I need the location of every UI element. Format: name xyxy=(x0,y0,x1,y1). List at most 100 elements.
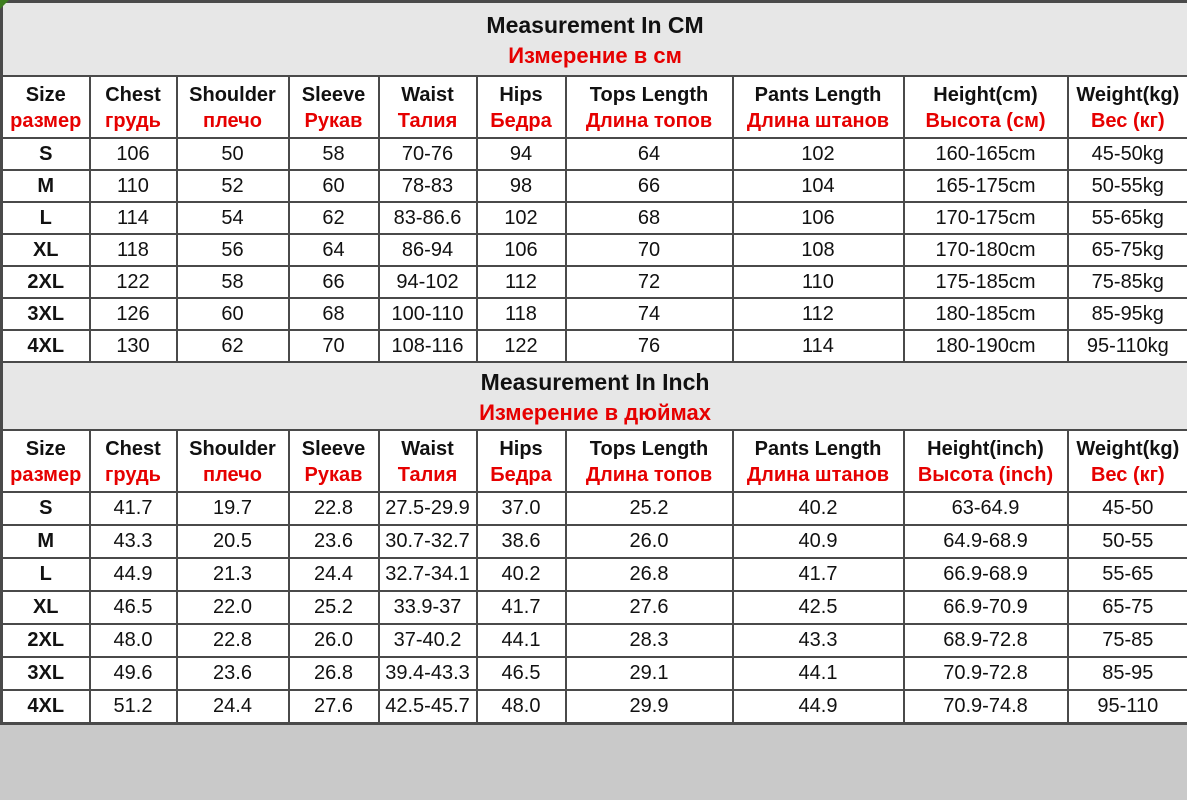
measurement-cell: 106 xyxy=(88,137,178,171)
column-header-ru: плечо xyxy=(203,464,262,486)
column-header-en: Height(cm) xyxy=(933,84,1038,106)
size-label: 2XL xyxy=(0,265,91,299)
column-header-ru: Бедра xyxy=(490,110,552,132)
measurement-cell: 26.0 xyxy=(287,623,380,658)
size-label: 3XL xyxy=(0,656,91,691)
column-header-en: Tops Length xyxy=(589,438,709,460)
table-row: 4XL 51.2 24.4 27.6 42.5-45.7 48.0 29.9 44.9 70.9… xyxy=(0,689,1187,724)
corner-marker-icon xyxy=(0,0,9,9)
column-header-en: Weight(kg) xyxy=(1076,84,1180,106)
table-row: L 44.9 21.3 24.4 32.7-34.1 40.2 26.8 41.7 66.9-6… xyxy=(0,557,1187,592)
measurement-cell: 98 xyxy=(475,169,567,203)
measurement-cell: 118 xyxy=(88,233,178,267)
size-chart-table: Measurement In CM Измерение в см Size раз… xyxy=(0,0,1187,725)
column-header-ru: Вес (кг) xyxy=(1090,464,1165,486)
measurement-cell: 114 xyxy=(731,329,905,363)
column-header: Shoulder плечо xyxy=(175,75,290,139)
table-row: L 114 54 62 83-86.6 102 68 106 170-175cm 55-65kg xyxy=(0,201,1187,235)
measurement-cell: 108 xyxy=(731,233,905,267)
column-header-ru: Длина топов xyxy=(585,110,713,132)
column-header-en: Hips xyxy=(499,84,543,106)
column-header-en: Pants Length xyxy=(754,438,882,460)
measurement-cell: 74 xyxy=(564,297,734,331)
measurement-cell: 55-65 xyxy=(1066,557,1187,592)
column-header-ru: размер xyxy=(10,110,82,132)
size-label: XL xyxy=(0,590,91,625)
column-header: Pants Length Длина штанов xyxy=(731,75,905,139)
size-label: 2XL xyxy=(0,623,91,658)
table-row: XL 118 56 64 86-94 106 70 108 170-180cm 65-75kg xyxy=(0,233,1187,267)
size-label: M xyxy=(0,169,91,203)
measurement-cell: 58 xyxy=(175,265,290,299)
measurement-cell: 72 xyxy=(564,265,734,299)
measurement-cell: 70.9-72.8 xyxy=(902,656,1069,691)
measurement-cell: 26.8 xyxy=(564,557,734,592)
measurement-cell: 102 xyxy=(475,201,567,235)
column-header: Waist Талия xyxy=(377,429,478,493)
column-header: Chest грудь xyxy=(88,429,178,493)
column-header-ru: Рукав xyxy=(304,464,363,486)
measurement-cell: 19.7 xyxy=(175,491,290,526)
measurement-cell: 38.6 xyxy=(475,524,567,559)
table-row: 4XL 130 62 70 108-116 122 76 114 180-190cm 95-110… xyxy=(0,329,1187,363)
measurement-cell: 55-65kg xyxy=(1066,201,1187,235)
measurement-cell: 27.5-29.9 xyxy=(377,491,478,526)
column-header-ru: грудь xyxy=(105,110,161,132)
column-header-ru: грудь xyxy=(105,464,161,486)
column-header-ru: Талия xyxy=(397,110,458,132)
size-label: S xyxy=(0,491,91,526)
measurement-cell: 64.9-68.9 xyxy=(902,524,1069,559)
measurement-cell: 85-95kg xyxy=(1066,297,1187,331)
measurement-cell: 165-175cm xyxy=(902,169,1069,203)
measurement-cell: 170-180cm xyxy=(902,233,1069,267)
measurement-cell: 28.3 xyxy=(564,623,734,658)
column-header-en: Waist xyxy=(401,84,454,106)
measurement-cell: 27.6 xyxy=(287,689,380,724)
measurement-cell: 44.9 xyxy=(88,557,178,592)
measurement-cell: 110 xyxy=(88,169,178,203)
measurement-cell: 50 xyxy=(175,137,290,171)
measurement-cell: 64 xyxy=(287,233,380,267)
measurement-cell: 68 xyxy=(287,297,380,331)
measurement-cell: 50-55 xyxy=(1066,524,1187,559)
column-header-en: Sleeve xyxy=(301,438,366,460)
measurement-cell: 48.0 xyxy=(88,623,178,658)
measurement-cell: 85-95 xyxy=(1066,656,1187,691)
column-header-ru: плечо xyxy=(203,110,262,132)
measurement-cell: 41.7 xyxy=(475,590,567,625)
column-header: Tops Length Длина топов xyxy=(564,429,734,493)
column-header-ru: Высота (inch) xyxy=(917,464,1054,486)
measurement-cell: 23.6 xyxy=(287,524,380,559)
measurement-cell: 95-110 xyxy=(1066,689,1187,724)
measurement-cell: 180-190cm xyxy=(902,329,1069,363)
column-header: Size размер xyxy=(0,429,91,493)
measurement-cell: 44.1 xyxy=(475,623,567,658)
measurement-cell: 43.3 xyxy=(88,524,178,559)
measurement-cell: 24.4 xyxy=(175,689,290,724)
measurement-cell: 54 xyxy=(175,201,290,235)
measurement-cell: 40.2 xyxy=(731,491,905,526)
inch-section: Measurement In Inch Измерение в дюймах S… xyxy=(0,361,1187,724)
measurement-cell: 175-185cm xyxy=(902,265,1069,299)
measurement-cell: 180-185cm xyxy=(902,297,1069,331)
measurement-cell: 29.1 xyxy=(564,656,734,691)
measurement-cell: 25.2 xyxy=(564,491,734,526)
measurement-cell: 65-75kg xyxy=(1066,233,1187,267)
cm-header-row: Size размер Chest грудь Shoulder плечо Sleeve Р… xyxy=(0,75,1187,139)
measurement-cell: 29.9 xyxy=(564,689,734,724)
column-header-en: Hips xyxy=(499,438,543,460)
column-header: Sleeve Рукав xyxy=(287,75,380,139)
table-row: M 110 52 60 78-83 98 66 104 165-175cm 50-55kg xyxy=(0,169,1187,203)
measurement-cell: 24.4 xyxy=(287,557,380,592)
column-header: Weight(kg) Вес (кг) xyxy=(1066,429,1187,493)
measurement-cell: 104 xyxy=(731,169,905,203)
column-header-ru: Вес (кг) xyxy=(1090,110,1165,132)
column-header: Sleeve Рукав xyxy=(287,429,380,493)
column-header-ru: Высота (см) xyxy=(925,110,1046,132)
measurement-cell: 40.2 xyxy=(475,557,567,592)
measurement-cell: 63-64.9 xyxy=(902,491,1069,526)
size-label: 3XL xyxy=(0,297,91,331)
measurement-cell: 126 xyxy=(88,297,178,331)
measurement-cell: 46.5 xyxy=(475,656,567,691)
measurement-cell: 112 xyxy=(731,297,905,331)
